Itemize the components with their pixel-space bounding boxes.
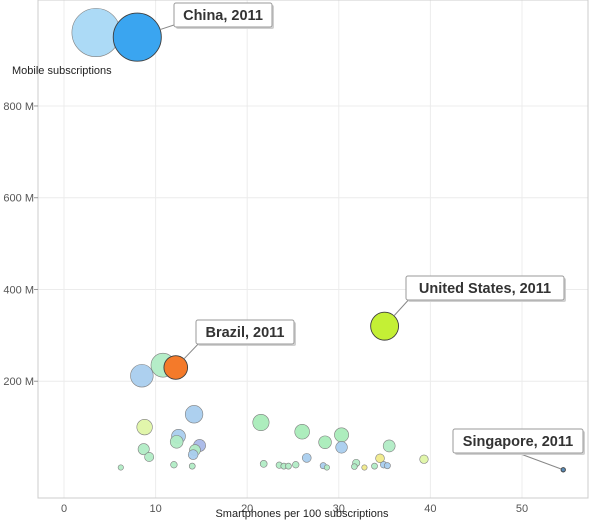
y-axis: 200 M 400 M 600 M 800 M: [3, 101, 38, 388]
bubble-highlighted[interactable]: [560, 467, 566, 473]
bubble[interactable]: [361, 464, 368, 471]
callout-box: [195, 319, 295, 345]
callout: China, 2011: [159, 2, 274, 31]
x-tick-label: 50: [516, 503, 528, 515]
callout-label: Brazil, 2011: [206, 325, 285, 341]
bubble[interactable]: [301, 453, 312, 463]
bubble-highlighted[interactable]: [112, 12, 162, 62]
y-tick-label: 200 M: [3, 376, 34, 388]
bubble[interactable]: [137, 443, 150, 456]
bubble[interactable]: [259, 460, 268, 468]
bubble[interactable]: [335, 441, 348, 454]
callouts: China, 2011 Brazil, 2011 United States, 20…: [159, 2, 585, 470]
bubble[interactable]: [334, 427, 349, 443]
bubble[interactable]: [117, 464, 124, 471]
callout-connector: [517, 452, 562, 470]
callout-label: Singapore, 2011: [463, 434, 573, 450]
bubble[interactable]: [252, 414, 270, 432]
x-tick-label: 0: [61, 503, 67, 515]
bubble[interactable]: [382, 439, 396, 453]
bubble[interactable]: [371, 462, 378, 470]
bubble-highlighted[interactable]: [370, 311, 400, 341]
y-tick-label: 600 M: [3, 193, 34, 205]
x-tick-label: 30: [333, 503, 345, 515]
y-tick-label: 400 M: [3, 284, 34, 296]
bubble[interactable]: [184, 405, 204, 424]
bubble[interactable]: [130, 364, 154, 388]
bubble[interactable]: [294, 424, 310, 440]
callout-box: [405, 275, 565, 301]
x-tick-label: 20: [241, 503, 253, 515]
callout: Brazil, 2011: [183, 319, 296, 360]
x-axis: 0 10 20 30 40 50: [61, 503, 528, 515]
bubble[interactable]: [187, 449, 199, 460]
callout-label: United States, 2011: [419, 281, 551, 297]
bubble[interactable]: [292, 461, 300, 469]
y-tick-label: 800 M: [3, 101, 34, 113]
callout-label: China, 2011: [183, 8, 263, 24]
bubble[interactable]: [188, 462, 196, 470]
bubble[interactable]: [375, 453, 385, 464]
bubble[interactable]: [169, 435, 184, 449]
bubble-highlighted[interactable]: [163, 355, 189, 380]
bubble[interactable]: [170, 461, 178, 469]
bubble[interactable]: [71, 8, 121, 58]
x-tick-label: 40: [424, 503, 436, 515]
callout: Singapore, 2011: [452, 428, 585, 470]
bubble[interactable]: [285, 462, 292, 470]
bubble[interactable]: [351, 463, 358, 470]
bubble[interactable]: [318, 435, 332, 449]
callout: United States, 2011: [393, 275, 566, 317]
bubble[interactable]: [136, 419, 153, 436]
y-axis-label: Mobile subscriptions: [12, 65, 112, 77]
bubble[interactable]: [323, 464, 330, 471]
callout-box: [173, 2, 273, 28]
bubble[interactable]: [144, 452, 155, 462]
x-axis-label: Smartphones per 100 subscriptions: [215, 508, 389, 520]
bubble[interactable]: [419, 454, 429, 464]
plot-frame: [37, 0, 589, 499]
callout-box: [452, 428, 584, 454]
bubbles: [71, 8, 566, 473]
bubble[interactable]: [383, 462, 391, 470]
gridlines: [38, 0, 588, 498]
x-tick-label: 10: [149, 503, 161, 515]
